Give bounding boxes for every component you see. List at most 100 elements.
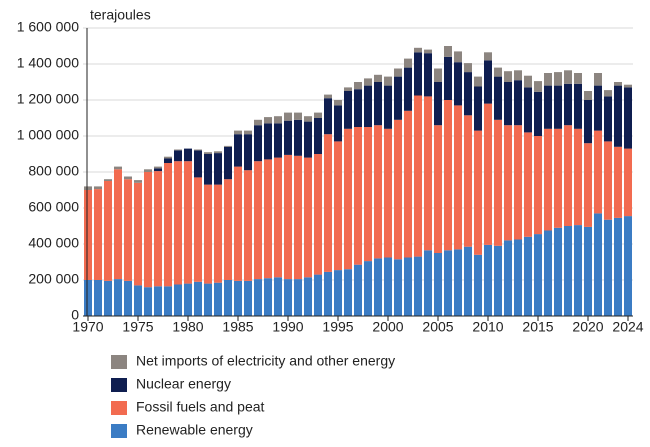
bar-segment: [604, 141, 612, 220]
bar-segment: [454, 249, 462, 316]
bar-segment: [374, 258, 382, 316]
bar-segment: [534, 136, 542, 235]
bar-segment: [364, 127, 372, 262]
legend-label: Renewable energy: [136, 422, 253, 438]
y-tick-label: 1 600 000: [17, 19, 79, 35]
bar-segment: [294, 155, 302, 280]
bar-segment: [274, 157, 282, 278]
bar-segment: [214, 151, 222, 154]
bar-segment: [474, 86, 482, 131]
bar-segment: [484, 60, 492, 104]
bar-segment: [354, 82, 362, 90]
bar-segment: [524, 75, 532, 88]
legend-swatch: [111, 401, 127, 415]
bar-segment: [514, 125, 522, 240]
bar-segment: [224, 179, 232, 280]
bar-segment: [404, 67, 412, 111]
bar-segment: [464, 72, 472, 116]
bar-segment: [164, 158, 172, 163]
bar-segment: [334, 270, 342, 316]
bar-segment: [584, 100, 592, 144]
bar-segment: [104, 179, 112, 181]
x-tick-label: 2020: [572, 319, 603, 335]
bar-segment: [574, 128, 582, 226]
bar-segment: [594, 85, 602, 131]
y-tick-label: 200 000: [28, 271, 79, 287]
bar-segment: [214, 153, 222, 185]
bar-segment: [494, 67, 502, 77]
bar-segment: [384, 257, 392, 316]
bar-segment: [254, 161, 262, 280]
bar-segment: [154, 171, 162, 287]
bar-segment: [354, 264, 362, 316]
bar-segment: [594, 73, 602, 86]
bar-segment: [374, 82, 382, 126]
bar-segment: [284, 112, 292, 121]
bar-segment: [364, 85, 372, 127]
bar-segment: [614, 146, 622, 218]
bar-segment: [94, 189, 102, 280]
y-tick-label: 800 000: [28, 163, 79, 179]
bar-segment: [254, 125, 262, 162]
bar-segment: [174, 161, 182, 285]
bar-segment: [514, 80, 522, 126]
bar-segment: [564, 226, 572, 316]
bar-segment: [414, 52, 422, 96]
bar-segment: [234, 280, 242, 316]
bar-segment: [394, 259, 402, 316]
bar-segment: [194, 150, 202, 178]
bar-segment: [444, 100, 452, 251]
bar-segment: [624, 84, 632, 88]
bar-segment: [434, 253, 442, 316]
x-tick-label: 1975: [122, 319, 153, 335]
bar-segment: [544, 73, 552, 86]
bar-segment: [114, 166, 122, 170]
bar-segment: [524, 132, 532, 237]
bar-segment: [324, 134, 332, 272]
bar-segment: [394, 119, 402, 260]
bar-segment: [154, 168, 162, 172]
bar-segment: [474, 130, 482, 255]
y-tick-label: 1 200 000: [17, 91, 79, 107]
bar-segment: [384, 85, 392, 129]
bar-segment: [494, 119, 502, 246]
bar-segment: [314, 118, 322, 154]
bar-segment: [364, 261, 372, 316]
bar-segment: [544, 85, 552, 129]
legend-label: Fossil fuels and peat: [136, 399, 265, 415]
bar-segment: [124, 280, 132, 316]
bar-segment: [314, 274, 322, 316]
bar-segment: [84, 280, 92, 316]
x-tick-label: 1985: [222, 319, 253, 335]
bar-segment: [424, 49, 432, 54]
bar-segment: [614, 217, 622, 316]
bar-segment: [574, 83, 582, 129]
bar-segment: [594, 130, 602, 214]
bar-segment: [294, 112, 302, 120]
bar-segment: [344, 91, 352, 129]
bar-segment: [384, 128, 392, 258]
bar-segment: [614, 82, 622, 86]
bar-segment: [364, 78, 372, 86]
bar-segment: [534, 234, 542, 316]
x-tick-label: 2024: [612, 319, 643, 335]
bar-segment: [454, 51, 462, 63]
legend-swatch: [111, 378, 127, 392]
bar-segment: [504, 71, 512, 82]
bar-segment: [624, 216, 632, 316]
bar-segment: [234, 134, 242, 167]
bar-segment: [234, 130, 242, 135]
bar-segment: [154, 286, 162, 316]
x-tick-label: 2010: [472, 319, 503, 335]
bar-segment: [304, 116, 312, 122]
x-tick-label: 1980: [172, 319, 203, 335]
bar-segment: [624, 87, 632, 149]
bar-segment: [504, 82, 512, 126]
bar-segment: [284, 120, 292, 155]
legend-label: Nuclear energy: [136, 376, 231, 392]
y-axis-label: terajoules: [90, 7, 151, 23]
bar-segment: [164, 163, 172, 287]
bar-segment: [564, 70, 572, 84]
bar-segment: [324, 98, 332, 135]
bar-segment: [464, 115, 472, 247]
